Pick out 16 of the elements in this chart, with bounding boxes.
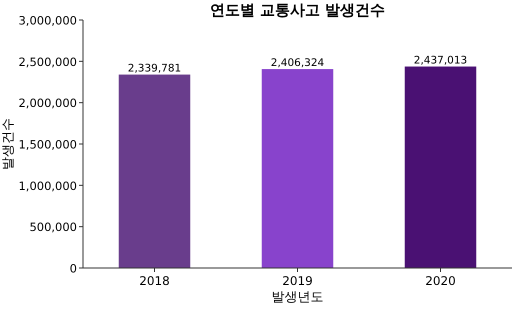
y-tick-label: 1,500,000 bbox=[18, 138, 77, 152]
data-label: 2,406,324 bbox=[270, 57, 325, 70]
x-tick-label: 2020 bbox=[425, 274, 456, 288]
chart-title: 연도별 교통사고 발생건수 bbox=[210, 1, 386, 19]
y-tick-label: 3,000,000 bbox=[18, 14, 77, 28]
data-label: 2,339,781 bbox=[128, 62, 182, 75]
y-tick-label: 2,500,000 bbox=[18, 54, 77, 69]
y-tick-label: 0 bbox=[70, 262, 77, 276]
x-axis-title: 발생년도 bbox=[272, 290, 324, 305]
y-tick-label: 2,000,000 bbox=[18, 96, 77, 110]
y-axis-title: 발생건수 bbox=[1, 118, 16, 170]
x-tick-label: 2018 bbox=[139, 274, 170, 288]
x-tick-label: 2019 bbox=[282, 274, 313, 288]
y-tick-label: 500,000 bbox=[29, 220, 77, 234]
y-tick-label: 1,000,000 bbox=[18, 178, 77, 193]
data-label: 2,437,013 bbox=[414, 54, 468, 67]
